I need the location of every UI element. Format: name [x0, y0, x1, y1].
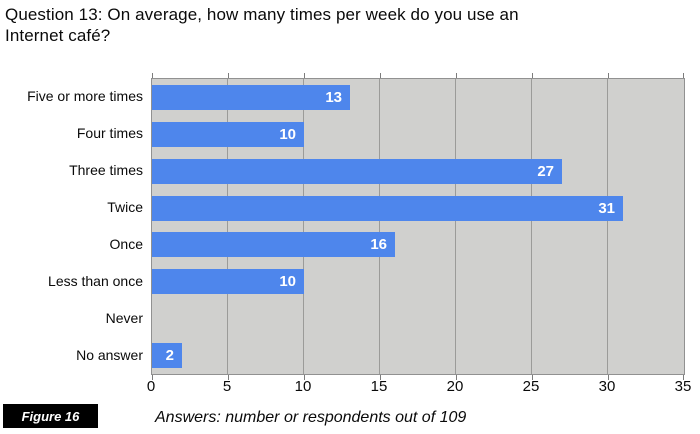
axis-tick-bottom-5	[228, 375, 229, 380]
bar-no-answer: 2	[152, 343, 182, 368]
chart-caption: Answers: number or respondents out of 10…	[155, 409, 467, 426]
bar-value-label: 27	[537, 163, 554, 180]
axis-tick-top-15	[380, 73, 381, 78]
gridline-x-30	[607, 79, 608, 374]
category-axis-labels: Five or more times Four times Three times T…	[0, 78, 143, 373]
gridline-x-10	[303, 79, 304, 374]
axis-tick-top-5	[228, 73, 229, 78]
axis-tick-bottom-30	[608, 375, 609, 380]
x-tick-label-5: 5	[222, 378, 232, 395]
x-axis-labels: 0 5 10 15 20 25 30 35	[0, 378, 700, 398]
bar-value-label: 16	[370, 236, 387, 253]
chart-title-line1: Question 13: On average, how many times …	[5, 5, 519, 24]
bar-four-times: 10	[152, 122, 304, 147]
bar-value-label: 10	[279, 126, 296, 143]
x-tick-label-35: 35	[674, 378, 692, 395]
bar-twice: 31	[152, 196, 623, 221]
category-label-twice: Twice	[107, 199, 143, 216]
axis-tick-top-10	[304, 73, 305, 78]
x-tick-label-0: 0	[146, 378, 156, 395]
category-label-three-times: Three times	[69, 162, 143, 179]
bar-once: 16	[152, 232, 395, 257]
plot-area: 13 10 27 31 16 10 2	[151, 73, 685, 380]
axis-tick-bottom-15	[380, 375, 381, 380]
gridline-x-20	[455, 79, 456, 374]
category-label-once: Once	[109, 235, 143, 252]
x-tick-label-25: 25	[522, 378, 540, 395]
axis-tick-top-25	[532, 73, 533, 78]
gridline-x-15	[379, 79, 380, 374]
bar-value-label: 2	[165, 347, 174, 364]
category-label-less-than-once: Less than once	[48, 272, 143, 289]
figure-number-badge: Figure 16	[3, 404, 98, 428]
category-label-four-times: Four times	[76, 125, 143, 142]
axis-tick-top-20	[456, 73, 457, 78]
bar-value-label: 10	[279, 273, 296, 290]
chart-title: Question 13: On average, how many times …	[5, 4, 685, 46]
axis-tick-bottom-25	[532, 375, 533, 380]
x-tick-label-20: 20	[446, 378, 464, 395]
axis-tick-top-30	[608, 73, 609, 78]
chart-title-line2: Internet café?	[5, 26, 111, 45]
axis-tick-bottom-10	[304, 375, 305, 380]
x-tick-label-30: 30	[598, 378, 616, 395]
axis-tick-top-35	[683, 73, 684, 78]
bar-value-label: 31	[598, 200, 615, 217]
bar-less-than-once: 10	[152, 269, 304, 294]
x-tick-label-10: 10	[294, 378, 312, 395]
axis-tick-bottom-0	[152, 375, 153, 380]
category-label-no-answer: No answer	[76, 346, 143, 363]
bar-three-times: 27	[152, 159, 562, 184]
axis-tick-bottom-20	[456, 375, 457, 380]
axis-tick-bottom-35	[683, 375, 684, 380]
bar-value-label: 13	[325, 89, 342, 106]
x-tick-label-15: 15	[370, 378, 388, 395]
bar-five-or-more-times: 13	[152, 85, 350, 110]
category-label-five-or-more-times: Five or more times	[27, 88, 143, 105]
category-label-never: Never	[105, 309, 143, 326]
gridline-x-5	[227, 79, 228, 374]
gridline-x-25	[531, 79, 532, 374]
axis-tick-top-0	[152, 73, 153, 78]
